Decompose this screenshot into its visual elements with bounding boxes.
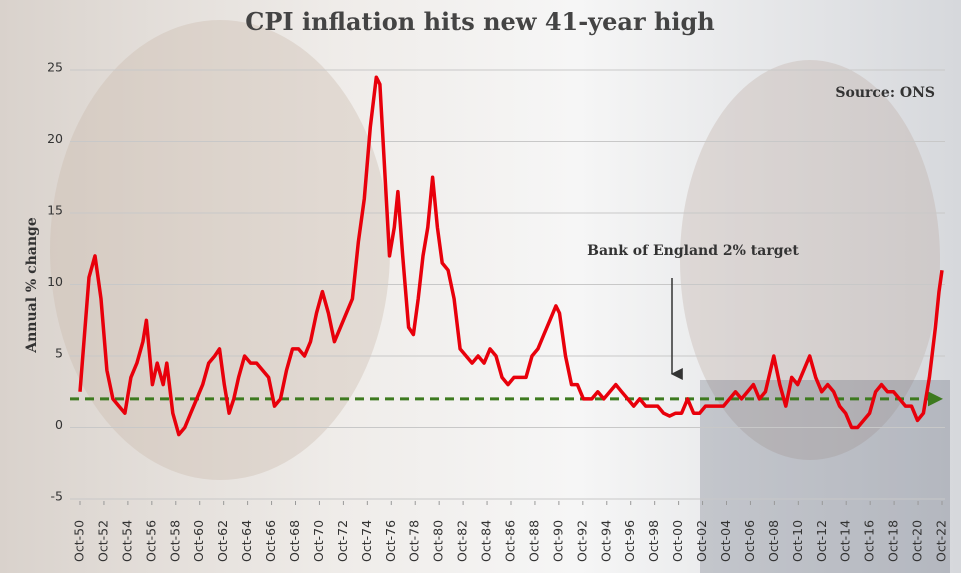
x-tick-label: Oct-86 [503, 520, 518, 562]
x-tick-label: Oct-80 [431, 520, 446, 562]
x-tick-label: Oct-88 [526, 520, 541, 562]
x-tick-label: Oct-54 [119, 520, 134, 562]
x-tick-label: Oct-16 [862, 520, 877, 562]
y-tick-label: 25 [47, 60, 63, 75]
x-tick-label: Oct-22 [934, 520, 949, 562]
photo-suit [700, 380, 950, 573]
y-tick-label: 0 [55, 417, 63, 432]
photo-left [50, 20, 390, 480]
x-tick-label: Oct-96 [622, 520, 637, 562]
x-tick-label: Oct-90 [550, 520, 565, 562]
x-tick-label: Oct-08 [766, 520, 781, 562]
x-tick-label: Oct-14 [838, 520, 853, 562]
x-tick-label: Oct-74 [359, 520, 374, 562]
x-tick-label: Oct-70 [311, 520, 326, 562]
x-tick-label: Oct-82 [455, 520, 470, 562]
x-tick-label: Oct-58 [167, 520, 182, 562]
x-tick-label: Oct-50 [72, 520, 87, 562]
x-tick-label: Oct-02 [694, 520, 709, 562]
y-tick-label: 15 [47, 203, 63, 218]
x-tick-label: Oct-84 [479, 520, 494, 562]
x-tick-label: Oct-98 [646, 520, 661, 562]
x-tick-label: Oct-66 [263, 520, 278, 562]
x-tick-label: Oct-52 [95, 520, 110, 562]
x-tick-label: Oct-76 [383, 520, 398, 562]
x-tick-label: Oct-92 [574, 520, 589, 562]
y-tick-label: -5 [51, 489, 63, 504]
x-tick-label: Oct-68 [287, 520, 302, 562]
x-tick-label: Oct-04 [718, 520, 733, 562]
x-tick-label: Oct-64 [239, 520, 254, 562]
inflation-line [78, 75, 944, 437]
x-tick-label: Oct-60 [191, 520, 206, 562]
x-tick-label: Oct-94 [598, 520, 613, 562]
x-tick-label: Oct-12 [814, 520, 829, 562]
x-tick-label: Oct-72 [335, 520, 350, 562]
y-tick-label: 10 [47, 274, 63, 289]
source: Source: ONS [835, 85, 935, 101]
y-tick-label: 20 [47, 131, 63, 146]
x-tick-label: Oct-20 [910, 520, 925, 562]
x-tick-label: Oct-10 [790, 520, 805, 562]
x-tick-label: Oct-56 [143, 520, 158, 562]
x-tick-label: Oct-62 [215, 520, 230, 562]
y-axis-label: Annual % change [24, 217, 40, 354]
x-tick-label: Oct-78 [407, 520, 422, 562]
chart-title: CPI inflation hits new 41-year high [245, 7, 715, 36]
annotation: Bank of England 2% target [587, 243, 799, 259]
y-tick-label: 5 [55, 346, 63, 361]
x-tick-label: Oct-06 [742, 520, 757, 562]
x-tick-label: Oct-00 [670, 520, 685, 562]
photo-right [680, 60, 940, 460]
x-tick-label: Oct-18 [886, 520, 901, 562]
